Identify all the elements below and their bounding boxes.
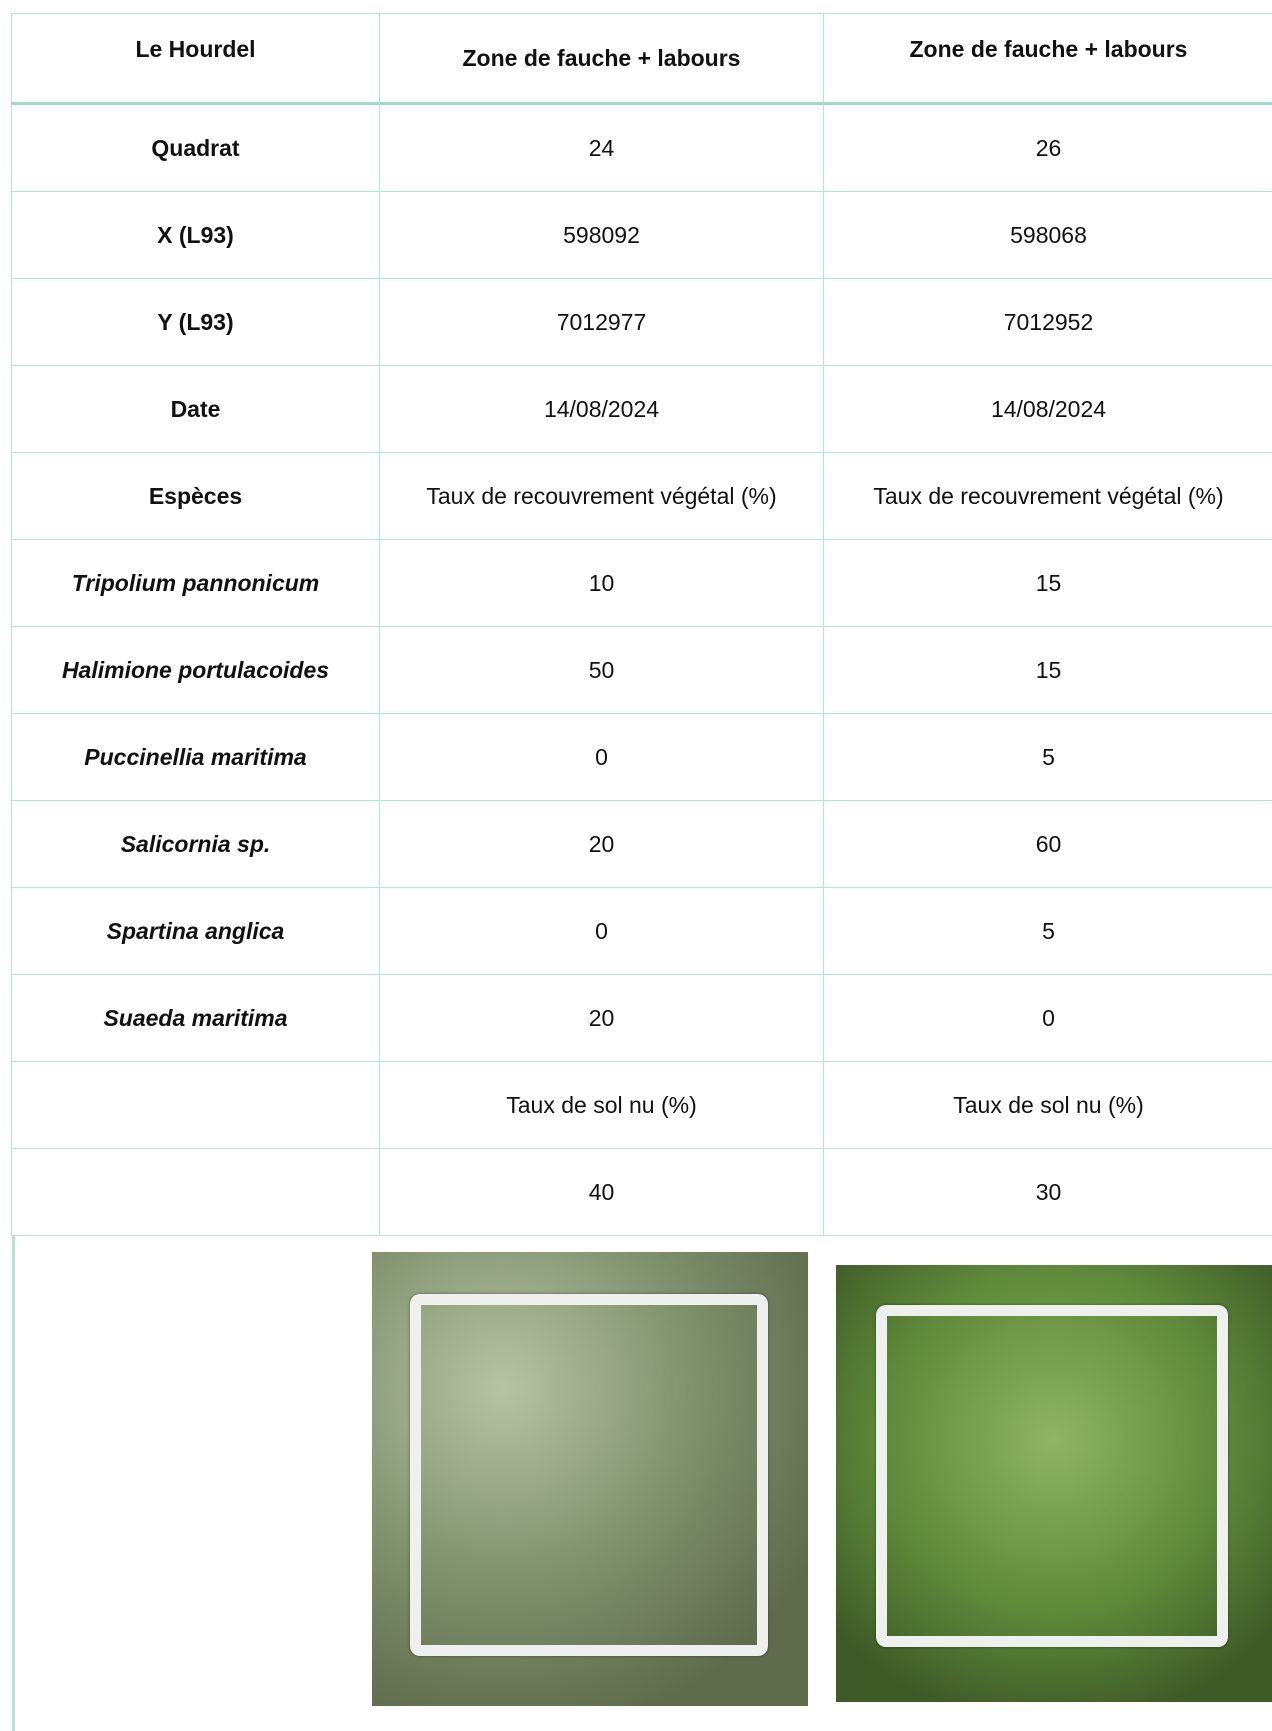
cell: 30 xyxy=(823,1148,1272,1236)
table-row: Taux de sol nu (%) Taux de sol nu (%) xyxy=(11,1061,1272,1149)
cell: 0 xyxy=(823,974,1272,1062)
header-cell: Zone de fauche + labours xyxy=(823,13,1272,105)
cell: 15 xyxy=(823,626,1272,714)
table-row: Halimione portulacoides 50 15 xyxy=(11,626,1272,714)
row-label xyxy=(11,1061,380,1149)
quadrat-frame xyxy=(876,1305,1228,1647)
cell: 24 xyxy=(379,103,824,192)
table-row: Tripolium pannonicum 10 15 xyxy=(11,539,1272,627)
cell: 598068 xyxy=(823,191,1272,279)
cell: 20 xyxy=(379,974,824,1062)
table-row: Spartina anglica 0 5 xyxy=(11,887,1272,975)
table-row: Y (L93) 7012977 7012952 xyxy=(11,278,1272,366)
row-label: Date xyxy=(11,365,380,453)
row-label: X (L93) xyxy=(11,191,380,279)
row-label: Suaeda maritima xyxy=(11,974,380,1062)
header-row: Le Hourdel Zone de fauche + labours Zone… xyxy=(11,13,1272,105)
cell: 10 xyxy=(379,539,824,627)
header-cell: Zone de fauche + labours xyxy=(379,13,824,105)
row-label: Y (L93) xyxy=(11,278,380,366)
table-row: Espèces Taux de recouvrement végétal (%) T… xyxy=(11,452,1272,540)
table-row: X (L93) 598092 598068 xyxy=(11,191,1272,279)
row-label: Salicornia sp. xyxy=(11,800,380,888)
cell: 598092 xyxy=(379,191,824,279)
row-label: Quadrat xyxy=(11,103,380,192)
table-row: Salicornia sp. 20 60 xyxy=(11,800,1272,888)
quadrat-frame xyxy=(410,1294,768,1656)
cell: 0 xyxy=(379,713,824,801)
cell: 14/08/2024 xyxy=(823,365,1272,453)
cell: 5 xyxy=(823,887,1272,975)
row-label xyxy=(11,1148,380,1236)
header-cell: Le Hourdel xyxy=(11,13,380,105)
cell: 50 xyxy=(379,626,824,714)
cell: 40 xyxy=(379,1148,824,1236)
cell: 20 xyxy=(379,800,824,888)
cell: 60 xyxy=(823,800,1272,888)
table-row: Puccinellia maritima 0 5 xyxy=(11,713,1272,801)
cell: Taux de recouvrement végétal (%) xyxy=(823,452,1272,540)
photo-row xyxy=(11,1236,15,1731)
photo-cell xyxy=(12,1236,15,1731)
row-label: Puccinellia maritima xyxy=(11,713,380,801)
cell: 14/08/2024 xyxy=(379,365,824,453)
table-row: Suaeda maritima 20 0 xyxy=(11,974,1272,1062)
cell: 15 xyxy=(823,539,1272,627)
quadrat-photo xyxy=(372,1252,808,1706)
cell: Taux de sol nu (%) xyxy=(379,1061,824,1149)
table-row: Date 14/08/2024 14/08/2024 xyxy=(11,365,1272,453)
cell: 7012977 xyxy=(379,278,824,366)
row-label: Tripolium pannonicum xyxy=(11,539,380,627)
data-table: Le Hourdel Zone de fauche + labours Zone… xyxy=(11,13,1272,1731)
row-label: Espèces xyxy=(11,452,380,540)
row-label: Halimione portulacoides xyxy=(11,626,380,714)
cell: 26 xyxy=(823,103,1272,192)
quadrat-photo xyxy=(836,1265,1272,1702)
cell: 0 xyxy=(379,887,824,975)
cell: 5 xyxy=(823,713,1272,801)
cell: Taux de sol nu (%) xyxy=(823,1061,1272,1149)
table-row: 40 30 xyxy=(11,1148,1272,1236)
row-label: Spartina anglica xyxy=(11,887,380,975)
table-row: Quadrat 24 26 xyxy=(11,103,1272,192)
cell: 7012952 xyxy=(823,278,1272,366)
cell: Taux de recouvrement végétal (%) xyxy=(379,452,824,540)
